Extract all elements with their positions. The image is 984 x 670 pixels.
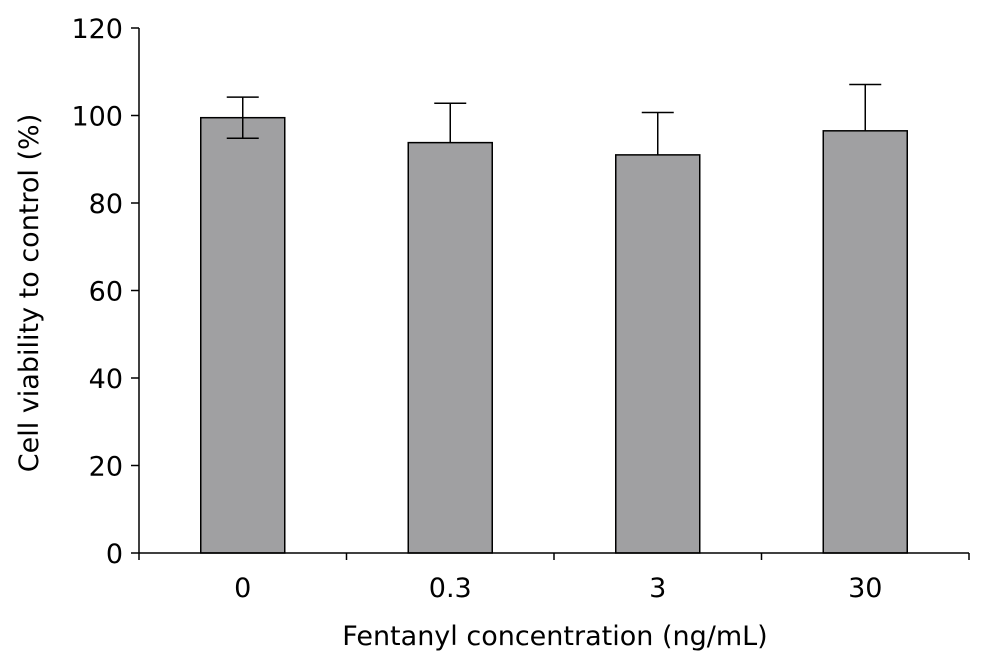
- x-axis-title: Fentanyl concentration (ng/mL): [342, 621, 767, 652]
- bar-30: [822, 130, 908, 554]
- y-tick-label-120: 120: [71, 14, 123, 45]
- y-tick-label-20: 20: [89, 452, 123, 483]
- y-axis-title: Cell viability to control (%): [14, 114, 45, 472]
- y-tick-label-0: 0: [106, 539, 123, 570]
- y-tick-label-100: 100: [71, 102, 123, 133]
- x-tick-label-0: 0: [234, 573, 251, 604]
- y-tick-label-80: 80: [89, 189, 123, 220]
- x-tick-label-0.3: 0.3: [429, 573, 472, 604]
- x-tick-label-30: 30: [848, 573, 882, 604]
- bar-0.3: [407, 141, 493, 554]
- plot-area: 0 0.3 3 30 0 20 40 60 80 100 120: [71, 14, 970, 604]
- bar-3: [615, 154, 701, 554]
- x-tick-label-3: 3: [649, 573, 666, 604]
- y-tick-label-40: 40: [89, 364, 123, 395]
- y-tick-label-60: 60: [89, 277, 123, 308]
- bar-0: [200, 116, 286, 554]
